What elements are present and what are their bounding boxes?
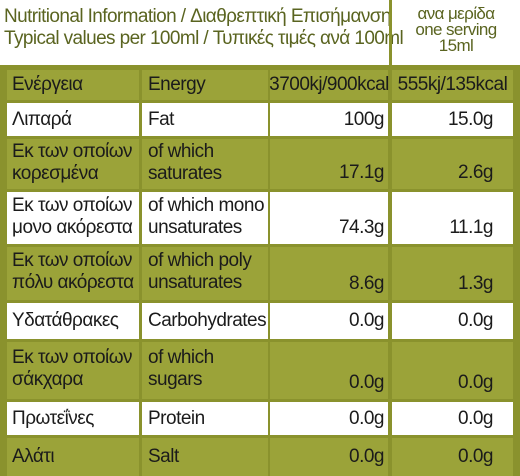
table-row: Αλάτι Salt 0.0g 0.0g xyxy=(0,438,520,476)
english-label: Energy xyxy=(142,70,268,100)
english-label: of which poly unsaturates xyxy=(142,247,268,300)
header-serving-line1: ανα μερίδα xyxy=(417,4,496,23)
per-100ml-value: 74.3g xyxy=(270,192,388,244)
english-label: Carbohydrates xyxy=(142,303,268,339)
english-label: Fat xyxy=(142,103,268,136)
header-title-line1: Nutritional Information / Διαθρεπτική Επ… xyxy=(4,6,391,27)
table-row: Εκ των οποίων σάκχαρα of which sugars 0.0g… xyxy=(0,342,520,399)
table-row: Εκ των οποίων μονο ακόρεστα of which mono… xyxy=(0,192,520,244)
english-label: of which mono unsaturates xyxy=(142,192,268,244)
table-header: Nutritional Information / Διαθρεπτική Επ… xyxy=(0,0,520,65)
per-serving-value: 0.0g xyxy=(392,438,513,476)
table-row: Ενέργεια Energy 3700kj/900kcal 555kj/135… xyxy=(0,70,520,100)
header-serving-line2: one serving xyxy=(415,20,497,39)
english-label: Salt xyxy=(142,438,268,476)
greek-label: Εκ των οποίων σάκχαρα xyxy=(7,342,139,399)
per-serving-value: 2.6g xyxy=(392,139,513,189)
header-divider xyxy=(389,0,392,65)
greek-label: Εκ των οποίων πόλυ ακόρεστα xyxy=(7,247,139,300)
header-serving-line3: 15ml xyxy=(438,36,474,55)
per-serving-value: 15.0g xyxy=(392,103,513,136)
per-100ml-value: 0.0g xyxy=(270,303,388,339)
per-100ml-value: 100g xyxy=(270,103,388,136)
per-100ml-value: 0.0g xyxy=(270,438,388,476)
table-row: Εκ των οποίων κορεσμένα of which saturates… xyxy=(0,139,520,189)
per-100ml-value: 8.6g xyxy=(270,247,388,300)
per-serving-value: 555kj/135kcal xyxy=(392,70,513,100)
table-row: Πρωτεΐνες Protein 0.0g 0.0g xyxy=(0,402,520,435)
greek-label: Εκ των οποίων κορεσμένα xyxy=(7,139,139,189)
per-serving-value: 0.0g xyxy=(392,303,513,339)
per-100ml-value: 17.1g xyxy=(270,139,388,189)
header-serving: ανα μερίδα one serving 15ml xyxy=(392,4,520,55)
per-serving-value: 1.3g xyxy=(392,247,513,300)
english-label: of which saturates xyxy=(142,139,268,189)
per-100ml-value: 0.0g xyxy=(270,342,388,399)
greek-label: Αλάτι xyxy=(7,438,139,476)
table-row: Υδατάθρακες Carbohydrates 0.0g 0.0g xyxy=(0,303,520,339)
per-serving-value: 11.1g xyxy=(392,192,513,244)
per-serving-value: 0.0g xyxy=(392,342,513,399)
per-100ml-value: 3700kj/900kcal xyxy=(269,70,389,100)
header-title-line2: Typical values per 100ml / Τυπικές τιμές… xyxy=(4,28,404,49)
greek-label: Ενέργεια xyxy=(7,70,139,100)
greek-label: Λιπαρά xyxy=(7,103,139,136)
greek-label: Εκ των οποίων μονο ακόρεστα xyxy=(7,192,139,244)
per-100ml-value: 0.0g xyxy=(270,402,388,435)
table-row: Εκ των οποίων πόλυ ακόρεστα of which poly… xyxy=(0,247,520,300)
table-row: Λιπαρά Fat 100g 15.0g xyxy=(0,103,520,136)
per-serving-value: 0.0g xyxy=(392,402,513,435)
header-title: Nutritional Information / Διαθρεπτική Επ… xyxy=(4,6,404,50)
english-label: of which sugars xyxy=(142,342,268,399)
greek-label: Πρωτεΐνες xyxy=(7,402,139,435)
english-label: Protein xyxy=(142,402,268,435)
greek-label: Υδατάθρακες xyxy=(7,303,139,339)
